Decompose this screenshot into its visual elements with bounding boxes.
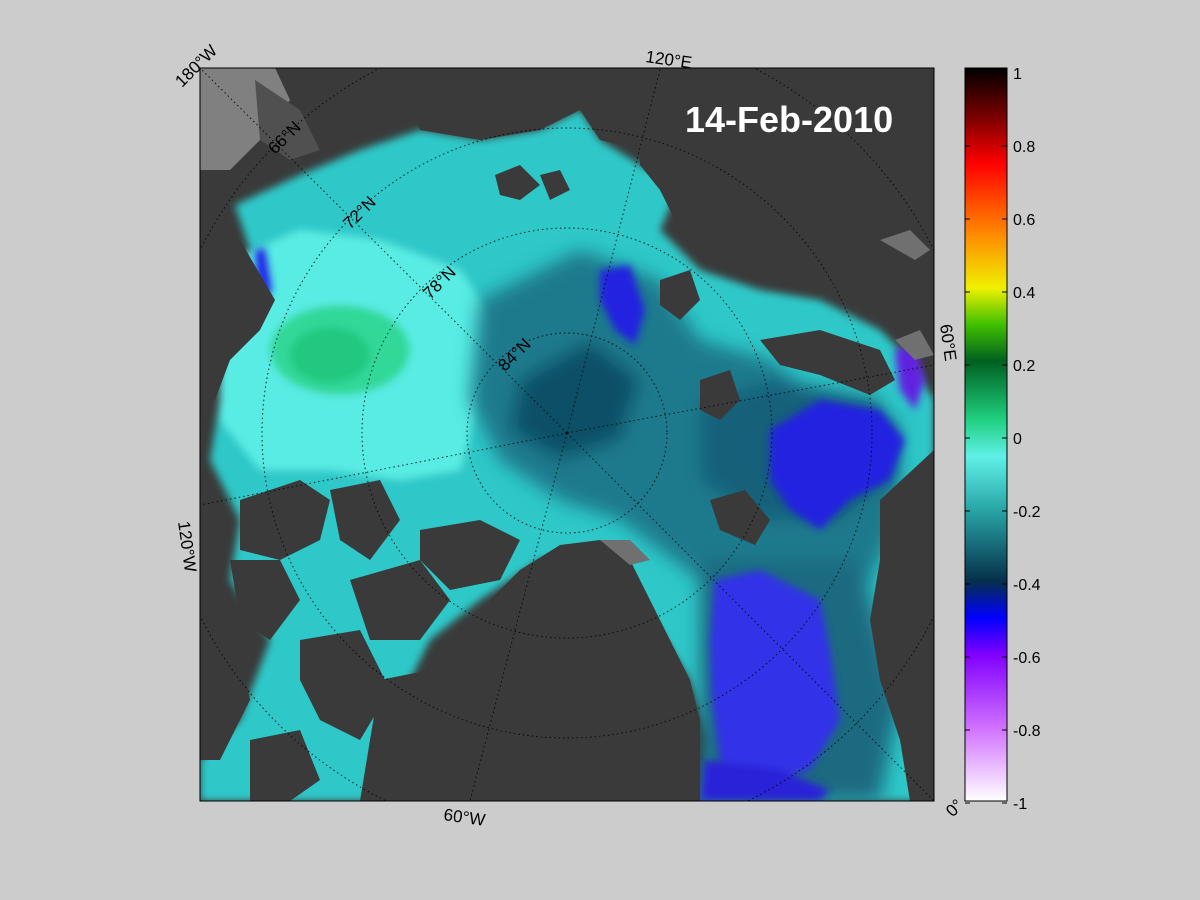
meridian-label-60w: 60°W [442,805,486,830]
colorbar-tick-label: -0.4 [1013,577,1041,594]
colorbar-tick-label: 1 [1013,66,1022,83]
green-anomaly-core [290,327,370,383]
colorbar-tick-label: 0.2 [1013,358,1035,375]
land-edges [600,230,934,565]
grey-area-coast [255,80,320,160]
graticule [200,68,934,801]
map-panel: * [200,68,934,801]
colorbar-gradient [964,67,1008,802]
meridian-label-120w: 120°W [174,520,200,573]
greenland [480,540,700,801]
meridian-label-0: 0° [942,796,967,821]
negative-anomaly-layer [255,248,925,801]
colorbar-tick-label: 0.6 [1013,212,1035,229]
land-layer [200,68,934,801]
colorbar-tick-label: 0.4 [1013,285,1035,302]
colorbar-tick-label: -1 [1013,796,1027,813]
colorbar-ticks: 1 0.8 0.6 0.4 0.2 0 -0.2 -0.4 -0.6 -0.8 -1 [965,66,1041,813]
colorbar-tick-label: -0.2 [1013,504,1041,521]
colorbar-tick-label: -0.8 [1013,723,1041,740]
map-frame [199,67,935,802]
colorbar-tick-label: 0.8 [1013,139,1035,156]
meridian-label-60e: 60°E [936,323,960,362]
colorbar: 1 0.8 0.6 0.4 0.2 0 -0.2 -0.4 -0.6 -0.8 -1 [964,66,1041,813]
colorbar-tick-label: -0.6 [1013,650,1041,667]
colorbar-tick-label: 0 [1013,431,1022,448]
date-label: 14-Feb-2010 [685,99,893,140]
pole-marker: * [565,430,569,441]
